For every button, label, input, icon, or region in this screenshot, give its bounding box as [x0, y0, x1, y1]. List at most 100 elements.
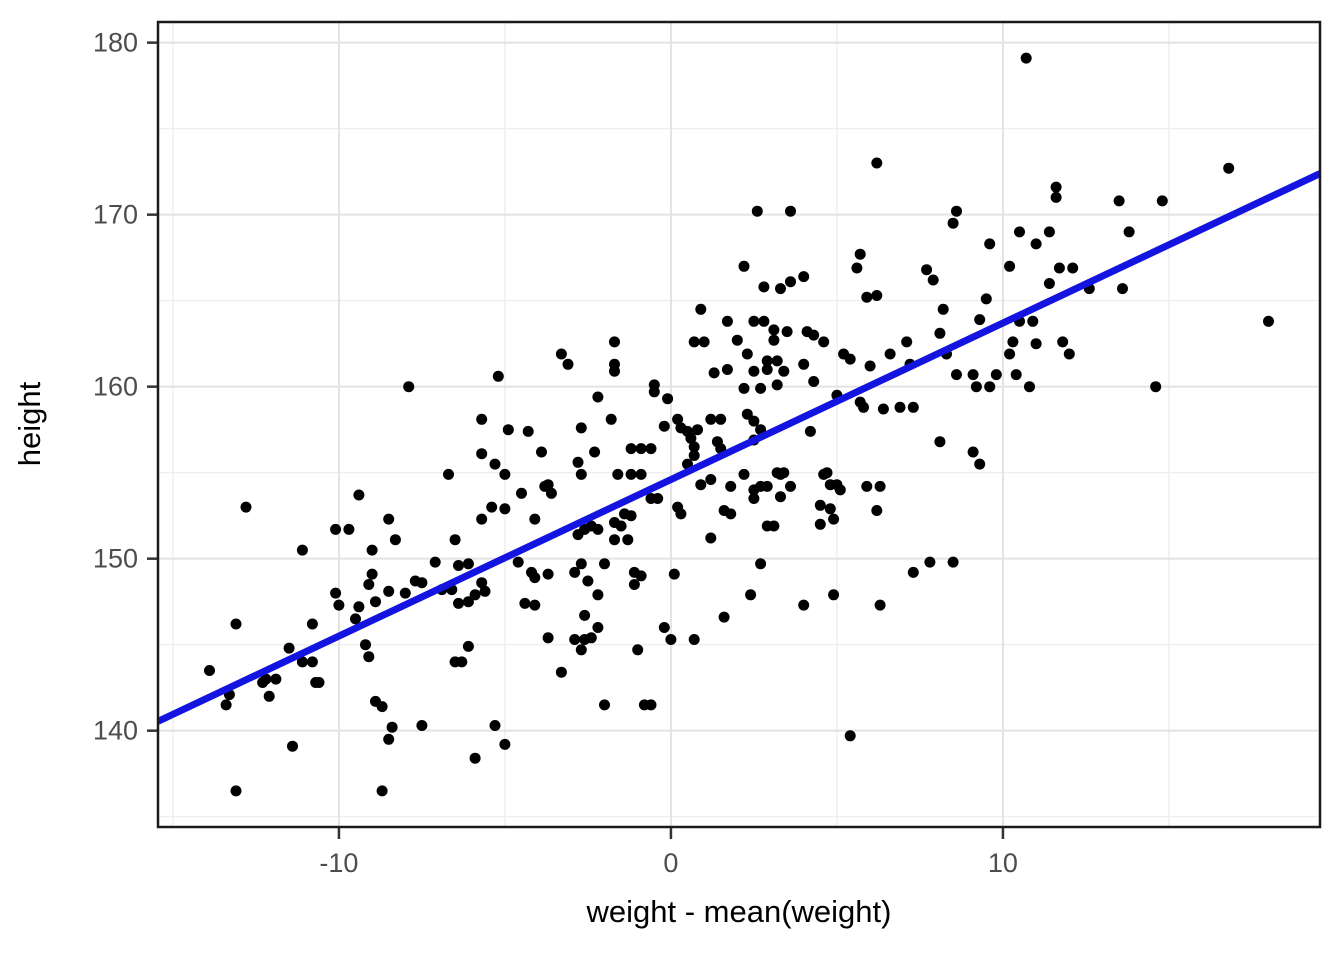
data-point [672, 413, 684, 425]
data-point [462, 640, 474, 652]
data-point [785, 480, 796, 492]
data-point [416, 720, 428, 731]
data-point [350, 613, 361, 625]
data-point [748, 365, 760, 377]
data-point [625, 443, 637, 455]
data-point [519, 597, 531, 609]
grid-major [158, 22, 1320, 827]
data-point [539, 480, 551, 492]
data-point [270, 673, 282, 685]
data-point [858, 401, 869, 413]
data-point [499, 738, 511, 750]
data-point [937, 303, 949, 315]
data-point [934, 327, 946, 339]
data-point [1113, 195, 1125, 207]
data-point [502, 424, 514, 436]
data-point [555, 348, 567, 360]
data-point [761, 355, 773, 367]
data-point [705, 532, 717, 544]
data-point [731, 334, 743, 346]
data-point [399, 587, 411, 599]
data-point [230, 785, 242, 797]
data-point [263, 690, 275, 702]
data-point [851, 262, 863, 274]
data-point [443, 468, 454, 480]
data-point [632, 644, 644, 656]
x-tick-label: 0 [663, 848, 678, 878]
data-point [990, 369, 1002, 381]
data-point [1020, 52, 1032, 64]
data-point [755, 558, 767, 570]
data-point [1004, 348, 1016, 360]
data-point [645, 443, 657, 455]
data-point [861, 480, 873, 492]
data-point [1050, 191, 1062, 203]
data-point [1043, 278, 1055, 289]
data-point [980, 293, 992, 305]
data-point [758, 281, 770, 293]
data-point [705, 413, 717, 425]
data-point [585, 632, 597, 644]
data-point [453, 597, 464, 609]
data-point [1010, 369, 1022, 381]
data-point [698, 336, 710, 348]
data-point [609, 365, 620, 377]
data-point [572, 456, 584, 468]
data-point [592, 622, 604, 633]
data-point [1027, 315, 1039, 327]
data-point [738, 382, 750, 394]
data-point [469, 589, 481, 601]
y-tick-label: 180 [93, 28, 138, 58]
data-point [738, 468, 750, 480]
data-point [635, 468, 647, 480]
data-point [283, 642, 295, 654]
data-point [927, 274, 939, 286]
data-point [516, 487, 527, 499]
data-point [871, 157, 883, 169]
data-point [844, 730, 856, 742]
data-point [569, 566, 581, 578]
data-point [476, 513, 488, 525]
data-point [804, 425, 816, 437]
data-point [469, 752, 481, 764]
data-point [675, 508, 687, 520]
data-point [1156, 195, 1168, 207]
data-point [1123, 226, 1135, 238]
y-tick-label: 140 [93, 716, 138, 746]
data-point [871, 290, 883, 301]
data-point [1117, 283, 1128, 295]
data-point [645, 699, 657, 711]
data-point [685, 432, 697, 444]
data-point [695, 479, 707, 491]
data-point [761, 480, 773, 492]
data-point [370, 596, 381, 608]
data-point [748, 315, 760, 327]
data-point [967, 446, 979, 458]
data-point [951, 205, 962, 217]
y-tick-label: 170 [93, 200, 138, 230]
data-point [771, 355, 783, 367]
data-point [798, 599, 810, 611]
data-point [648, 386, 660, 398]
data-point [1223, 162, 1235, 174]
data-point [353, 489, 365, 501]
data-point [389, 534, 401, 546]
data-point [353, 601, 365, 613]
data-point [360, 639, 371, 651]
data-point [476, 448, 488, 460]
data-point [529, 572, 541, 584]
data-point [363, 579, 375, 590]
data-point [688, 336, 700, 348]
data-point [775, 283, 786, 295]
data-point [665, 634, 677, 645]
data-point [522, 425, 534, 437]
data-point [1063, 348, 1075, 360]
data-point [834, 484, 846, 496]
data-point [781, 326, 793, 338]
data-point [984, 238, 996, 250]
data-point [721, 364, 733, 375]
data-point [615, 520, 627, 532]
data-point [512, 556, 524, 568]
data-point [1057, 336, 1069, 348]
